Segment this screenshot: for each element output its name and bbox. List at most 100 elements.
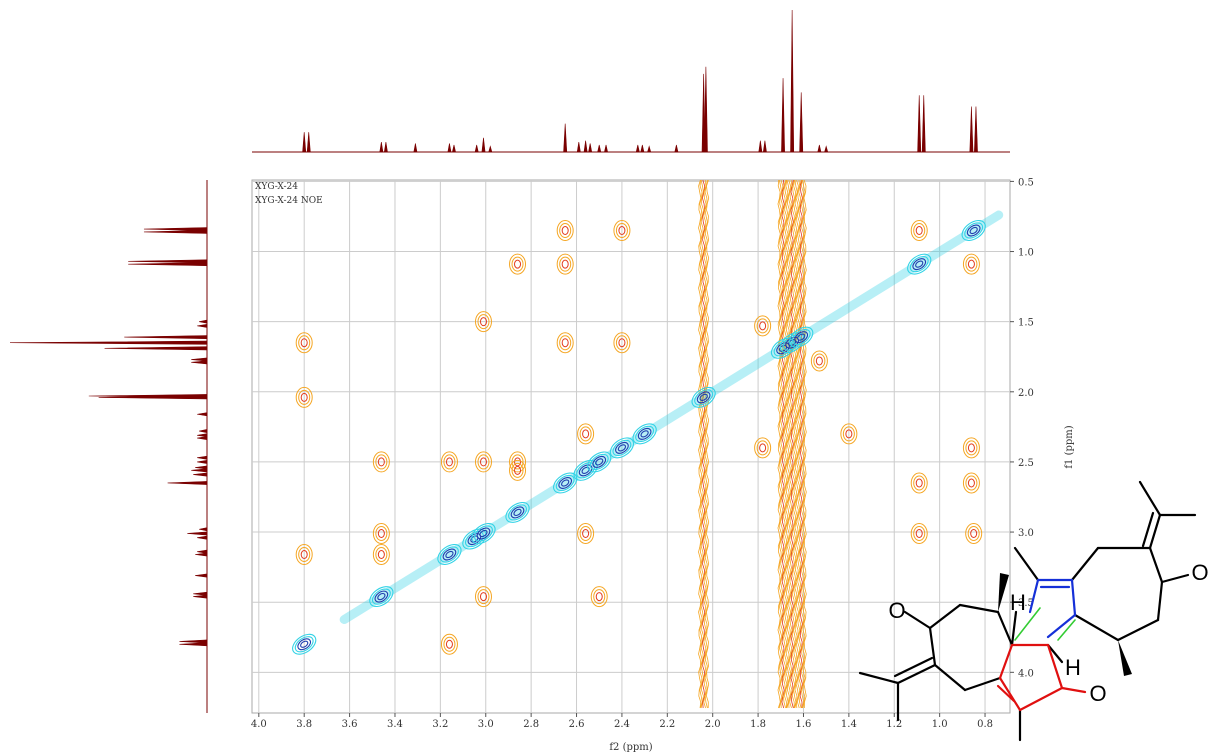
contour: [374, 590, 389, 603]
contour: [967, 259, 975, 269]
contour: [759, 321, 767, 331]
bonds: [858, 480, 1197, 742]
contour: [756, 440, 769, 456]
diagonal-peak: [789, 326, 814, 348]
noise-contour: [793, 179, 797, 709]
diagonal-peak: [369, 586, 394, 608]
contour: [437, 544, 462, 565]
y-tick-label: 1.0: [1018, 248, 1034, 259]
contour: [754, 437, 772, 459]
contour: [573, 459, 598, 481]
contour: [298, 389, 311, 405]
annotation: XYG-X-24 NOE: [255, 196, 323, 206]
contour: [915, 528, 923, 538]
contour: [579, 426, 592, 442]
noise-contour: [781, 179, 785, 709]
contour: [300, 550, 308, 560]
contour: [964, 222, 984, 239]
left-spectrum-peak: [197, 460, 208, 464]
contour: [377, 528, 385, 538]
top-spectrum-peak: [452, 144, 456, 153]
left-spectrum-peak: [88, 394, 208, 398]
top-spectrum-peak: [758, 140, 763, 153]
contour: [369, 586, 394, 608]
contour: [797, 333, 806, 341]
cross-peak: [295, 386, 313, 408]
contour: [782, 334, 802, 351]
contour: [440, 451, 458, 473]
noise-contour: [704, 179, 708, 709]
diagonal-peak: [691, 386, 716, 408]
cross-peak: [474, 311, 492, 333]
contour: [477, 454, 490, 470]
cross-peak: [372, 522, 390, 544]
contour: [292, 633, 317, 655]
contour: [970, 528, 978, 538]
y-tick-label: 1.5: [1018, 318, 1034, 329]
contour: [553, 472, 578, 494]
contour: [561, 225, 569, 235]
x-tick-label: 0.8: [977, 719, 993, 730]
contour: [967, 525, 980, 541]
diagonal-peak: [505, 501, 530, 523]
contour: [375, 547, 388, 563]
contour: [514, 465, 522, 475]
top-spectrum-peak: [781, 78, 785, 153]
contour: [969, 226, 978, 235]
contour: [508, 504, 527, 521]
y-tick-label: 0.5: [1018, 177, 1034, 188]
cross-peak: [556, 332, 574, 354]
contour: [561, 479, 570, 487]
diagonal-peak: [553, 472, 578, 494]
contour: [810, 350, 828, 372]
contour: [910, 219, 928, 241]
contour: [479, 529, 488, 538]
y-tick-label: 3.5: [1018, 598, 1034, 609]
contour: [558, 476, 573, 489]
top-spectrum-peak: [302, 132, 307, 153]
contour: [479, 592, 487, 602]
contour: [915, 260, 924, 268]
noise-contour: [699, 179, 703, 709]
cross-peak: [556, 253, 574, 275]
noise-contour: [782, 179, 786, 709]
left-spectrum-peak: [179, 639, 208, 644]
contour: [962, 472, 980, 494]
x-tick-label: 3.2: [432, 719, 448, 730]
contour: [632, 423, 657, 445]
atom-label: O: [1089, 681, 1106, 706]
left-spectrum-peak: [197, 323, 208, 328]
contour: [617, 444, 627, 452]
noise-column: [698, 179, 710, 709]
noise-contour: [798, 179, 802, 709]
contour: [637, 427, 652, 440]
noise-contour: [790, 179, 794, 709]
noise-contour: [703, 179, 707, 709]
contour: [699, 393, 708, 402]
noise-contour: [800, 179, 805, 709]
left-spectrum-peak: [9, 340, 208, 345]
atom-label: H: [1010, 590, 1026, 615]
top-spectrum-peak: [306, 132, 311, 153]
x-tick-label: 1.0: [932, 719, 948, 730]
contour: [477, 314, 490, 330]
noise-contour: [787, 179, 792, 709]
contour: [589, 453, 609, 471]
contour: [962, 253, 980, 275]
contour: [464, 530, 484, 548]
x-tick-label: 2.8: [523, 719, 539, 730]
left-spectrum-peak: [193, 591, 208, 596]
x-tick-label: 3.6: [342, 719, 358, 730]
contour: [965, 522, 983, 544]
contour: [477, 589, 490, 605]
cross-peak: [810, 350, 828, 372]
left-spectrum-peak: [193, 594, 208, 599]
contour: [295, 386, 313, 408]
x-tick-label: 1.4: [841, 719, 857, 730]
top-spectrum-peak: [583, 140, 588, 153]
contour: [295, 332, 313, 354]
contour: [474, 311, 492, 333]
contour: [912, 258, 927, 271]
highlight-bonds: [996, 643, 1087, 712]
cross-peak: [556, 219, 574, 241]
